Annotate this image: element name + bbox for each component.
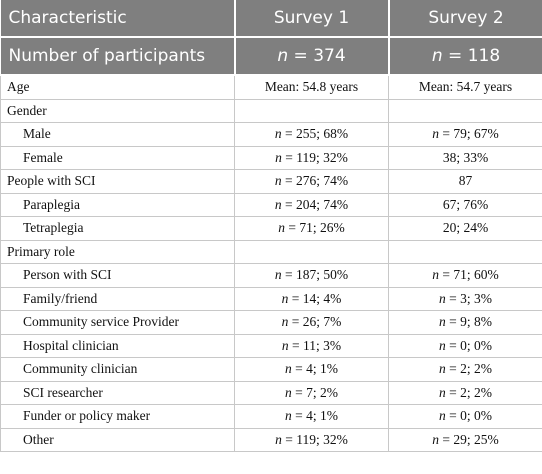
participants-cell: n = 118 <box>387 37 542 76</box>
empty-cell <box>234 98 389 123</box>
table-row: Hospital clinician n = 11; 3% n = 0; 0% <box>0 333 542 358</box>
row-label: Funder or policy maker <box>0 404 235 429</box>
table-row: Gender <box>0 98 542 123</box>
row-label: Community clinician <box>0 357 235 382</box>
row-label: Paraplegia <box>0 192 235 217</box>
value-cell: n = 3; 3% <box>388 286 542 311</box>
value-cell: n = 204; 74% <box>234 192 389 217</box>
table-row: Funder or policy maker n = 4; 1% n = 0; 0% <box>0 404 542 429</box>
value-cell: n = 71; 60% <box>388 263 542 288</box>
row-label: SCI researcher <box>0 380 235 405</box>
table-row: Female n = 119; 32% 38; 33% <box>0 145 542 170</box>
table-row: Characteristic Survey 1 Survey 2 <box>0 0 542 38</box>
table-row: Primary role <box>0 239 542 264</box>
value-cell: n = 187; 50% <box>234 263 389 288</box>
row-label: Other <box>0 427 235 452</box>
participants-cell: n = 374 <box>233 37 389 76</box>
table: Characteristic Survey 1 Survey 2 Number of … <box>0 0 542 452</box>
empty-cell <box>388 239 542 264</box>
table-row: People with SCI n = 276; 74% 87 <box>0 169 542 194</box>
value-cell: 67; 76% <box>388 192 542 217</box>
table-row: Community clinician n = 4; 1% n = 2; 2% <box>0 357 542 382</box>
table-row: Number of participants n = 374 n = 118 <box>0 37 542 76</box>
value-cell: Mean: 54.8 years <box>234 74 389 100</box>
value-cell: n = 276; 74% <box>234 169 389 194</box>
value-cell: n = 0; 0% <box>388 333 542 358</box>
table-row: Community service Provider n = 26; 7% n = … <box>0 310 542 335</box>
value-cell: n = 255; 68% <box>234 122 389 147</box>
value-cell: n = 0; 0% <box>388 404 542 429</box>
value-cell: n = 4; 1% <box>234 357 389 382</box>
value-cell: n = 119; 32% <box>234 427 389 452</box>
row-label: Hospital clinician <box>0 333 235 358</box>
value-cell: Mean: 54.7 years <box>388 74 542 100</box>
header-cell: Characteristic <box>0 0 235 38</box>
value-cell: n = 119; 32% <box>234 145 389 170</box>
row-label: Family/friend <box>0 286 235 311</box>
section-label: Primary role <box>0 239 235 264</box>
value-cell: n = 11; 3% <box>234 333 389 358</box>
row-label: Tetraplegia <box>0 216 235 241</box>
value-cell: n = 79; 67% <box>388 122 542 147</box>
value-cell: n = 2; 2% <box>388 357 542 382</box>
value-cell: 20; 24% <box>388 216 542 241</box>
header-cell: Survey 1 <box>233 0 389 38</box>
row-label: Female <box>0 145 235 170</box>
value-cell: n = 7; 2% <box>234 380 389 405</box>
table-row: Age Mean: 54.8 years Mean: 54.7 years <box>0 74 542 100</box>
row-label: Male <box>0 122 235 147</box>
table-row: Family/friend n = 14; 4% n = 3; 3% <box>0 286 542 311</box>
empty-cell <box>388 98 542 123</box>
header-cell: Survey 2 <box>387 0 542 38</box>
section-label: Age <box>0 74 235 100</box>
table-row: Male n = 255; 68% n = 79; 67% <box>0 122 542 147</box>
row-label: Person with SCI <box>0 263 235 288</box>
value-cell: n = 26; 7% <box>234 310 389 335</box>
table-row: Paraplegia n = 204; 74% 67; 76% <box>0 192 542 217</box>
participants-cell: Number of participants <box>0 37 235 76</box>
section-label: People with SCI <box>0 169 235 194</box>
section-label: Gender <box>0 98 235 123</box>
value-cell: n = 9; 8% <box>388 310 542 335</box>
table-row: Person with SCI n = 187; 50% n = 71; 60% <box>0 263 542 288</box>
value-cell: 38; 33% <box>388 145 542 170</box>
value-cell: n = 4; 1% <box>234 404 389 429</box>
value-cell: n = 14; 4% <box>234 286 389 311</box>
empty-cell <box>234 239 389 264</box>
value-cell: n = 2; 2% <box>388 380 542 405</box>
table-row: Tetraplegia n = 71; 26% 20; 24% <box>0 216 542 241</box>
row-label: Community service Provider <box>0 310 235 335</box>
value-cell: n = 71; 26% <box>234 216 389 241</box>
value-cell: n = 29; 25% <box>388 427 542 452</box>
table-row: Other n = 119; 32% n = 29; 25% <box>0 427 542 452</box>
table-row: SCI researcher n = 7; 2% n = 2; 2% <box>0 380 542 405</box>
value-cell: 87 <box>388 169 542 194</box>
